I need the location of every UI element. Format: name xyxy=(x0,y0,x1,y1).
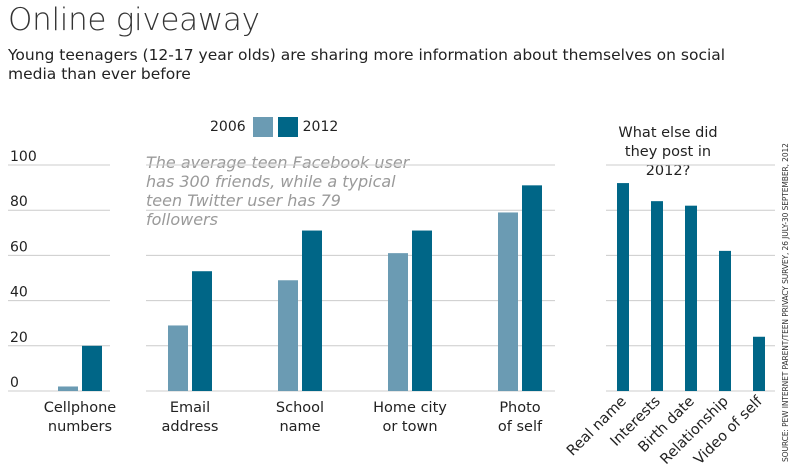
legend-label-2006: 2006 xyxy=(210,119,246,135)
x-category-label: of self xyxy=(498,419,543,435)
bar-2012 xyxy=(82,345,102,391)
x-category-label: or town xyxy=(382,419,437,435)
legend-label-2012: 2012 xyxy=(302,119,339,135)
side-bar xyxy=(651,201,663,391)
y-tick-label: 40 xyxy=(10,285,28,301)
side-bar xyxy=(719,250,731,391)
y-tick-label: 80 xyxy=(10,194,28,210)
legend: 2006 2012 xyxy=(210,117,341,137)
x-category-label: name xyxy=(279,419,320,435)
side-bar xyxy=(617,183,629,391)
side-bar xyxy=(753,336,765,391)
bar-2006 xyxy=(278,280,298,391)
bar-2006 xyxy=(168,325,188,391)
bar-2006 xyxy=(58,386,78,391)
bar-2006 xyxy=(498,212,518,391)
y-tick-label: 0 xyxy=(10,375,19,391)
legend-swatch-2012 xyxy=(277,117,298,137)
x-category-label: Email xyxy=(170,400,210,416)
y-tick-label: 100 xyxy=(10,149,37,165)
x-category-label: numbers xyxy=(48,419,112,435)
x-category-label: Cellphone xyxy=(44,400,117,416)
legend-swatch-2006 xyxy=(252,117,273,137)
x-category-label: Photo xyxy=(499,400,540,416)
y-tick-label: 60 xyxy=(10,239,28,255)
side-chart-title: What else did they post in 2012? xyxy=(618,125,718,179)
x-category-label: address xyxy=(162,419,219,435)
bar-2012 xyxy=(302,230,322,391)
x-category-label: Home city xyxy=(373,400,447,416)
y-tick-label: 20 xyxy=(10,330,28,346)
chart-subtitle: Young teenagers (12-17 year olds) are sh… xyxy=(8,46,726,83)
annotation-text: The average teen Facebook user has 300 f… xyxy=(146,153,410,229)
chart-title: Online giveaway xyxy=(8,2,260,38)
bar-2012 xyxy=(522,185,542,391)
bar-2006 xyxy=(388,253,408,391)
bar-2012 xyxy=(192,271,212,391)
bar-2012 xyxy=(412,230,432,391)
side-bar xyxy=(685,205,697,391)
x-category-label: School xyxy=(276,400,324,416)
